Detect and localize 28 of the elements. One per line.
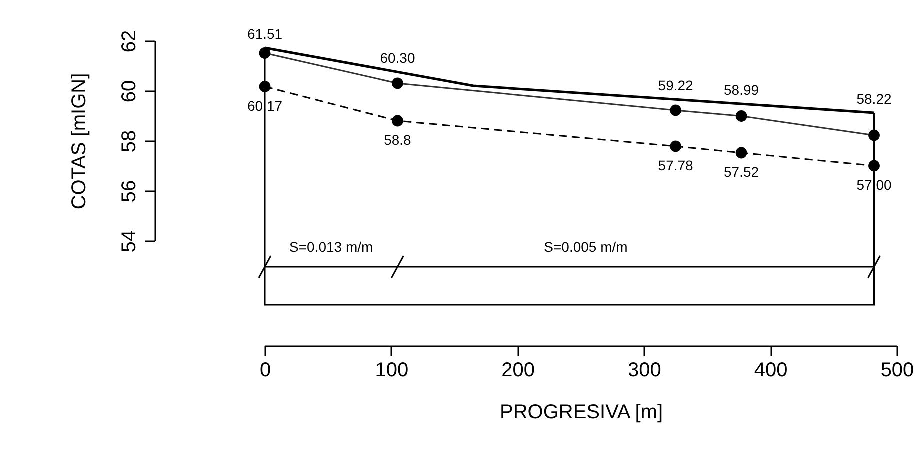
point [259, 81, 271, 92]
y-tick-label: 60 [118, 80, 140, 103]
data-label: 57.78 [658, 158, 694, 174]
y-axis-title: COTAS [mIGN] [68, 73, 90, 210]
data-label: 61.51 [247, 26, 283, 42]
x-tick-label: 100 [375, 360, 409, 382]
y-tick-label: 56 [118, 180, 140, 203]
point [392, 115, 404, 127]
x-tick-label: 200 [502, 360, 535, 382]
x-tick-label: 400 [754, 360, 788, 382]
data-label: 58.99 [724, 82, 760, 98]
annotation: S=0.013 m/m [290, 239, 374, 255]
x-tick-label: 500 [880, 360, 914, 382]
y-tick-label: 54 [118, 230, 140, 253]
x-tick-label: 0 [260, 360, 272, 382]
data-label: 59.22 [658, 78, 694, 94]
annotation: S=0.005 m/m [544, 239, 628, 255]
data-label: 57.52 [724, 164, 760, 180]
x-tick-label: 300 [628, 360, 662, 382]
point [670, 140, 682, 152]
data-label: 60.30 [380, 50, 416, 66]
y-tick-label: 58 [118, 130, 140, 153]
point [736, 147, 748, 159]
x-axis-title: PROGRESIVA [m] [500, 402, 663, 424]
data-label: 58.22 [856, 91, 892, 107]
y-tick-label: 62 [118, 30, 140, 53]
point [868, 160, 880, 172]
data-label: 58.8 [384, 132, 412, 148]
